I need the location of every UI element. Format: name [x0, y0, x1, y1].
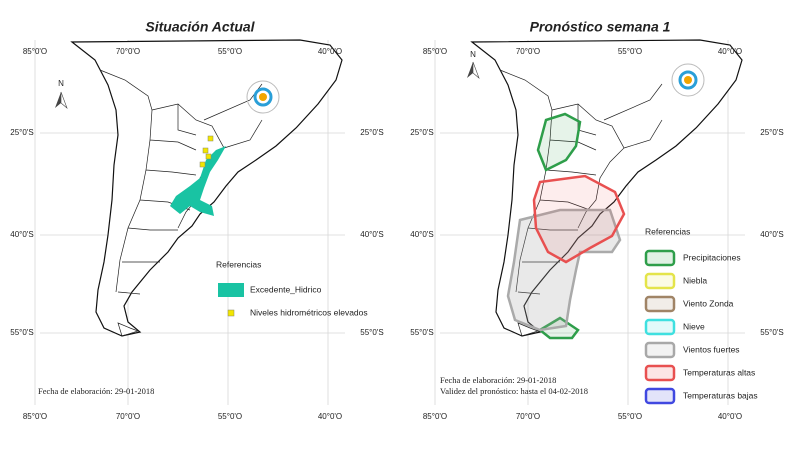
lat-label: 55°0'S: [760, 328, 783, 337]
wind-area: [506, 208, 622, 332]
lon-label: 55°0'O: [218, 47, 242, 56]
lat-label: 25°0'S: [760, 128, 783, 137]
note: Fecha de elaboración: 29-01-2018: [38, 386, 154, 396]
legend-title: Referencias: [645, 226, 690, 236]
lon-label: 55°0'O: [618, 412, 642, 421]
note: Validez del pronóstico: hasta el 04-02-2…: [440, 386, 588, 396]
legend-label: Precipitaciones: [683, 252, 741, 262]
legend-label: Temperaturas bajas: [683, 390, 758, 400]
legend-swatch: [644, 341, 676, 359]
panel-title: Situación Actual: [145, 19, 255, 35]
lon-label: 40°0'O: [318, 47, 342, 56]
lon-label: 70°0'O: [116, 47, 140, 56]
lat-label: 25°0'S: [410, 128, 433, 137]
lon-label: 55°0'O: [218, 412, 242, 421]
legend-label: Niebla: [683, 275, 707, 285]
lat-label: 40°0'S: [760, 230, 783, 239]
precip-area: [536, 112, 582, 172]
lon-label: 85°0'O: [23, 412, 47, 421]
lon-label: 40°0'O: [718, 47, 742, 56]
legend-label: Nieve: [683, 321, 705, 331]
basemap-left: [34, 39, 346, 406]
lon-label: 40°0'O: [318, 412, 342, 421]
lon-label: 85°0'O: [23, 47, 47, 56]
heat-area: [532, 174, 626, 264]
lon-label: 55°0'O: [618, 47, 642, 56]
lon-label: 70°0'O: [116, 412, 140, 421]
excess-area: [170, 146, 226, 216]
panel-title: Pronóstico semana 1: [530, 19, 671, 35]
lon-label: 70°0'O: [516, 412, 540, 421]
legend-label: Temperaturas altas: [683, 367, 755, 377]
legend-label: Vientos fuertes: [683, 344, 740, 354]
legend-label: Excedente_Hidrico: [250, 284, 322, 294]
logos: [246, 63, 705, 114]
lat-label: 40°0'S: [410, 230, 433, 239]
level-markers: [199, 135, 214, 168]
legend-label: Viento Zonda: [683, 298, 734, 308]
lat-label: 25°0'S: [10, 128, 33, 137]
lon-label: 40°0'O: [718, 412, 742, 421]
legend-swatch: [227, 309, 235, 317]
lon-label: 70°0'O: [516, 47, 540, 56]
north-label: N: [58, 79, 64, 88]
legend-swatch: [644, 318, 676, 336]
lat-label: 55°0'S: [410, 328, 433, 337]
lat-label: 40°0'S: [360, 230, 383, 239]
north-label: N: [470, 50, 476, 59]
lat-label: 55°0'S: [360, 328, 383, 337]
note: Fecha de elaboración: 29-01-2018: [440, 375, 556, 385]
legend-swatch: [218, 283, 244, 297]
north-arrows: [55, 61, 480, 109]
legend-swatch: [644, 249, 676, 267]
legend-swatch: [644, 295, 676, 313]
lat-label: 40°0'S: [10, 230, 33, 239]
legend-title: Referencias: [216, 259, 261, 269]
lon-label: 85°0'O: [423, 47, 447, 56]
legend-swatch: [644, 364, 676, 382]
legend-swatch: [644, 272, 676, 290]
lon-label: 85°0'O: [423, 412, 447, 421]
legend-label: Niveles hidrométricos elevados: [250, 307, 368, 317]
lat-label: 25°0'S: [360, 128, 383, 137]
lat-label: 55°0'S: [10, 328, 33, 337]
legend-swatch: [644, 387, 676, 405]
